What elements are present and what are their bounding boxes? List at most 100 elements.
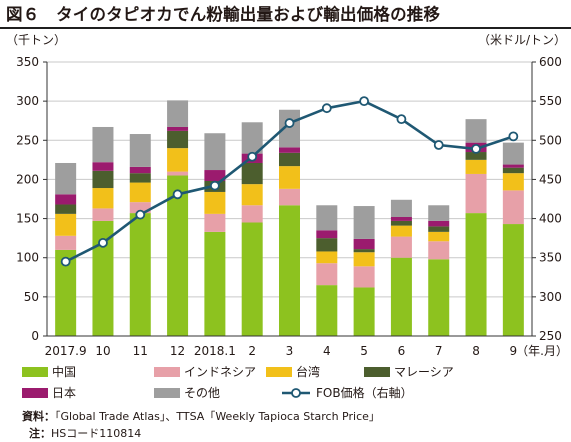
x-tick-label: 10 — [95, 344, 110, 358]
point-fob — [135, 209, 146, 220]
bar-malaysia — [241, 162, 263, 185]
bar-malaysia — [279, 152, 300, 167]
bar-china — [92, 220, 114, 336]
bar-indonesia — [92, 208, 114, 221]
bar-china — [55, 249, 77, 336]
bar-japan — [390, 217, 412, 221]
legend-swatch-other — [154, 388, 180, 398]
bar-other — [502, 142, 524, 165]
point-fob — [433, 140, 444, 150]
bar-china — [129, 213, 151, 336]
point-fob — [60, 256, 71, 267]
point-fob — [321, 103, 332, 114]
bar-malaysia — [465, 152, 487, 160]
bar-malaysia — [55, 204, 77, 214]
legend-label-taiwan: 台湾 — [296, 364, 320, 379]
x-tick-label: 2017.9 — [45, 344, 87, 358]
x-tick-label: 7 — [435, 344, 443, 358]
legend-label-indonesia: インドネシア — [184, 365, 256, 379]
bar-taiwan — [465, 159, 487, 174]
bar-taiwan — [55, 213, 77, 236]
legend-label-fob: FOB価格（右軸） — [316, 385, 413, 400]
x-tick-label: 5 — [360, 344, 368, 358]
legend-label-china: 中国 — [52, 364, 76, 379]
y-right-tick-label: 350 — [539, 251, 562, 265]
bar-taiwan — [390, 225, 412, 237]
source-note: 資料：「Global Trade Atlas」、TTSA「Weekly Tapi… — [22, 408, 380, 424]
bar-other — [55, 162, 77, 195]
x-tick-label: 6 — [398, 344, 406, 358]
y-left-tick-label: 0 — [31, 329, 39, 343]
point-fob — [209, 180, 220, 191]
bar-indonesia — [465, 173, 487, 214]
bar-japan — [129, 166, 151, 174]
bar-japan — [55, 194, 77, 205]
bar-other — [167, 100, 189, 127]
y-right-axis-label: （米ドル/トン） — [478, 33, 566, 47]
y-right-tick-label: 550 — [539, 94, 562, 108]
point-fob — [284, 118, 295, 128]
bar-china — [353, 287, 375, 336]
bar-china — [316, 285, 338, 336]
bar-china — [279, 205, 300, 336]
bar-malaysia — [129, 173, 151, 183]
bar-indonesia — [129, 202, 151, 214]
x-tick-label: 12 — [170, 344, 185, 358]
legend-label-other: その他 — [184, 386, 220, 400]
point-fob — [471, 143, 481, 154]
x-axis-label: （年.月） — [516, 344, 568, 358]
bar-indonesia — [279, 188, 300, 206]
point-fob — [172, 189, 183, 200]
chart-title: 図６ タイのタピオカでん粉輸出量および輸出価格の推移 — [6, 5, 441, 24]
bar-china — [502, 224, 524, 336]
bar-other — [129, 134, 151, 167]
legend-marker-fob — [291, 388, 301, 398]
x-tick-label: 3 — [286, 344, 294, 358]
bar-taiwan — [204, 191, 226, 214]
y-right-tick-label: 600 — [539, 55, 562, 69]
bar-malaysia — [353, 249, 375, 253]
y-left-tick-label: 100 — [16, 251, 39, 265]
bar-japan — [167, 126, 189, 131]
bar-china — [390, 257, 412, 336]
bar-indonesia — [390, 236, 412, 258]
y-left-tick-label: 300 — [16, 94, 39, 108]
x-tick-label: 9 — [510, 344, 518, 358]
bar-taiwan — [502, 173, 524, 191]
bar-taiwan — [129, 182, 151, 203]
source-text: 「Global Trade Atlas」、TTSA「Weekly Tapioca… — [55, 410, 380, 423]
bar-other — [353, 206, 375, 239]
bar-indonesia — [204, 213, 226, 232]
bar-indonesia — [167, 171, 189, 176]
bar-china — [167, 175, 189, 336]
bar-japan — [353, 238, 375, 250]
bar-taiwan — [241, 184, 263, 206]
x-tick-label: 2018.1 — [194, 344, 236, 358]
point-fob — [396, 114, 407, 125]
title-bar: 図６ タイのタピオカでん粉輸出量および輸出価格の推移 — [0, 0, 571, 27]
bar-indonesia — [353, 266, 375, 288]
bar-japan — [428, 220, 450, 227]
bar-japan — [279, 147, 300, 153]
bar-other — [465, 119, 487, 143]
point-fob — [359, 96, 370, 107]
x-tick-label: 11 — [133, 344, 148, 358]
bar-other — [92, 126, 114, 163]
bar-japan — [316, 230, 338, 239]
y-right-tick-label: 250 — [539, 329, 562, 343]
bar-malaysia — [428, 226, 450, 232]
source-label: 資料： — [22, 410, 55, 423]
point-fob — [247, 151, 258, 162]
bar-malaysia — [390, 220, 412, 226]
bar-china — [428, 259, 450, 336]
bar-china — [465, 213, 487, 336]
legend-swatch-china — [22, 367, 48, 377]
y-left-tick-label: 250 — [16, 133, 39, 147]
point-fob — [98, 237, 108, 248]
bar-taiwan — [92, 188, 114, 209]
legend-swatch-indonesia — [154, 367, 180, 377]
bar-indonesia — [241, 205, 263, 223]
bar-indonesia — [316, 263, 338, 286]
bar-other — [204, 133, 226, 171]
